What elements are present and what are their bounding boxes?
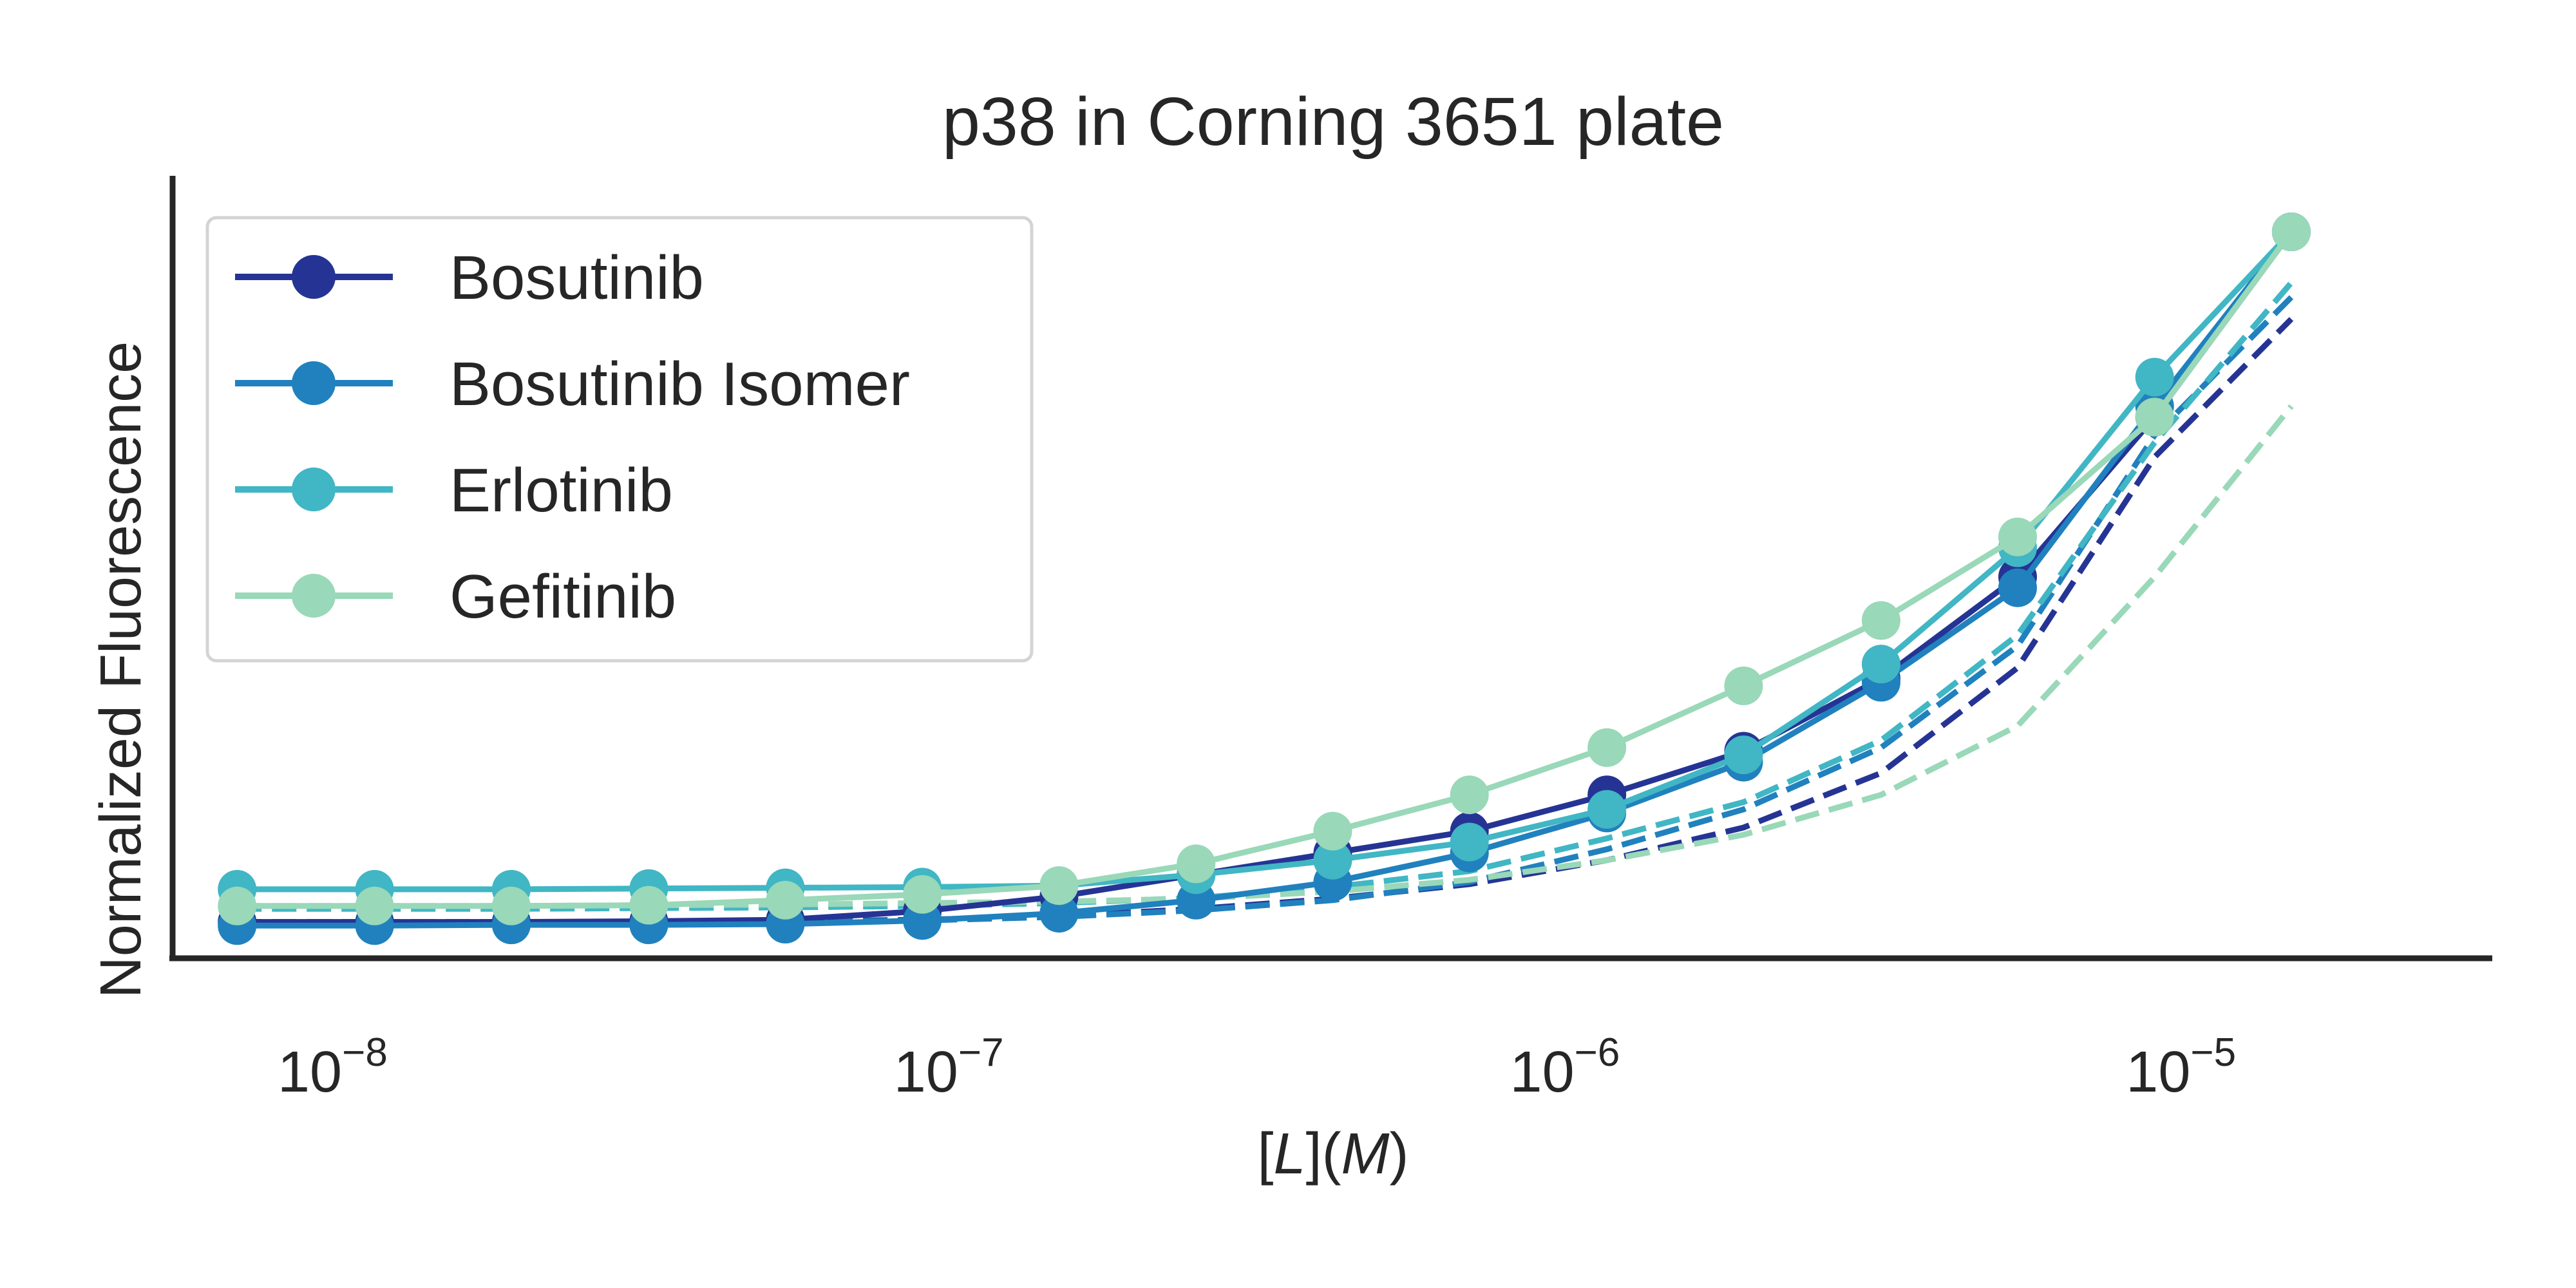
x-axis-ticks: 10−8 10−7 10−6 10−5: [278, 1030, 2236, 1104]
x-axis-label: [L](M): [1257, 1122, 1408, 1186]
data-point: [1039, 866, 1079, 905]
series-group: [218, 213, 2311, 925]
legend-marker: [292, 255, 336, 299]
series-line: [237, 229, 2294, 893]
x-tick-label: 10−7: [894, 1030, 1004, 1104]
x-tick-exponent: −7: [958, 1030, 1004, 1075]
data-point: [1724, 667, 1763, 705]
chart-title: p38 in Corning 3651 plate: [942, 84, 1724, 160]
series-layer: [218, 213, 2311, 945]
x-axis-label-part: ](: [1306, 1122, 1341, 1186]
data-point: [1724, 735, 1763, 775]
data-point: [1861, 601, 1900, 640]
fit-line-dashed: [237, 295, 2294, 927]
x-tick-exponent: −8: [342, 1030, 388, 1075]
legend-label: Gefitinib: [450, 562, 676, 631]
data-point: [355, 886, 394, 925]
x-tick-base: 10: [278, 1040, 342, 1104]
legend-marker: [292, 468, 336, 511]
data-point: [2271, 213, 2311, 251]
legend-marker: [292, 361, 336, 405]
legend-label: Erlotinib: [450, 456, 673, 525]
data-point: [1039, 894, 1079, 933]
x-tick-label: 10−8: [278, 1030, 388, 1104]
data-point: [218, 886, 257, 925]
data-point: [903, 875, 942, 914]
data-point: [1450, 775, 1489, 815]
data-point: [1450, 822, 1489, 862]
series-line: [237, 230, 2294, 929]
data-point: [2135, 357, 2174, 397]
y-axis-label: Normalized Fluorescence: [89, 341, 153, 998]
data-point: [1313, 840, 1352, 880]
x-tick-label: 10−6: [1510, 1030, 1620, 1104]
data-point: [1998, 517, 2037, 556]
series-line: [237, 230, 2294, 925]
data-point: [1587, 790, 1627, 829]
x-axis-label-part: ): [1390, 1122, 1409, 1186]
x-axis-label-part: [: [1257, 1122, 1273, 1186]
x-tick-label: 10−5: [2126, 1030, 2236, 1104]
data-point: [629, 886, 668, 925]
x-tick-base: 10: [1510, 1040, 1575, 1104]
x-tick-exponent: −5: [2190, 1030, 2236, 1075]
data-point: [766, 880, 805, 920]
data-point: [1998, 568, 2037, 607]
x-tick-exponent: −6: [1575, 1030, 1620, 1075]
x-axis-label-part: M: [1341, 1122, 1390, 1186]
data-point: [2135, 397, 2174, 437]
data-point: [1177, 844, 1216, 884]
legend-label: Bosutinib: [450, 243, 704, 312]
data-point: [491, 886, 531, 925]
x-tick-base: 10: [2126, 1040, 2190, 1104]
x-axis-label-part: L: [1274, 1122, 1306, 1186]
legend-marker: [292, 574, 336, 618]
data-point: [1587, 728, 1627, 767]
legend-box: [205, 216, 1034, 663]
legend: Bosutinib Bosutinib Isomer Erlotinib Gefiti…: [205, 216, 1034, 663]
fit-line-dashed: [237, 404, 2294, 909]
data-point: [1313, 811, 1352, 851]
legend-items: Bosutinib Bosutinib Isomer Erlotinib Gefiti…: [235, 243, 910, 631]
data-point: [1861, 645, 1900, 684]
series-line: [237, 230, 2294, 909]
legend-label: Bosutinib Isomer: [450, 350, 910, 419]
x-tick-base: 10: [894, 1040, 958, 1104]
